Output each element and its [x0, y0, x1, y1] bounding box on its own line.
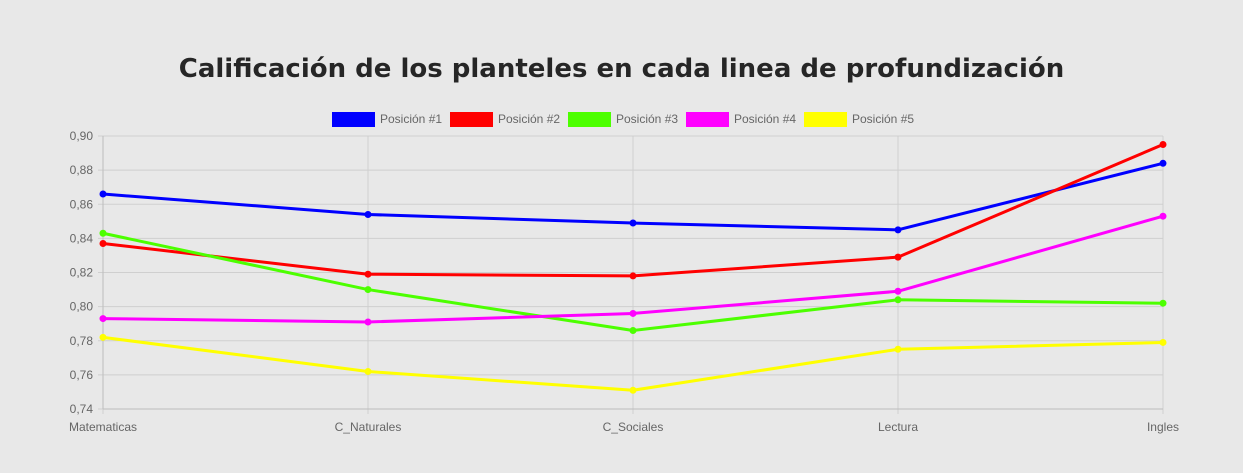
data-point[interactable] [364, 367, 372, 375]
data-point[interactable] [1159, 159, 1167, 167]
data-point[interactable] [629, 309, 637, 317]
x-tick-label: Ingles [1147, 420, 1179, 434]
y-tick-label: 0,88 [70, 163, 94, 177]
series-4 [99, 212, 1167, 326]
legend[interactable]: Posición #1 Posición #2 Posición #3 Posició… [332, 112, 914, 127]
legend-label: Posición #1 [380, 112, 442, 126]
data-point[interactable] [99, 315, 107, 323]
legend-label: Posición #4 [734, 112, 796, 126]
data-point[interactable] [894, 253, 902, 261]
legend-swatch [804, 112, 847, 127]
series-3 [99, 229, 1167, 335]
data-point[interactable] [1159, 338, 1167, 346]
data-point[interactable] [894, 345, 902, 353]
legend-item[interactable]: Posición #3 [568, 112, 678, 127]
x-tick-label: Lectura [878, 420, 918, 434]
legend-item[interactable]: Posición #1 [332, 112, 442, 127]
data-point[interactable] [1159, 212, 1167, 220]
data-point[interactable] [894, 296, 902, 304]
y-tick-label: 0,80 [70, 300, 94, 314]
legend-label: Posición #3 [616, 112, 678, 126]
data-point[interactable] [364, 210, 372, 218]
y-tick-label: 0,82 [70, 266, 94, 280]
legend-label: Posición #2 [498, 112, 560, 126]
data-point[interactable] [99, 239, 107, 247]
y-tick-label: 0,86 [70, 197, 94, 211]
legend-swatch [686, 112, 729, 127]
series-1 [99, 159, 1167, 234]
data-point[interactable] [629, 386, 637, 394]
data-point[interactable] [364, 318, 372, 326]
legend-item[interactable]: Posición #5 [804, 112, 914, 127]
y-tick-label: 0,84 [70, 231, 94, 245]
series-group [99, 141, 1167, 394]
series-5 [99, 333, 1167, 394]
y-tick-label: 0,90 [70, 129, 94, 143]
data-point[interactable] [364, 286, 372, 294]
data-point[interactable] [629, 327, 637, 335]
y-tick-label: 0,76 [70, 368, 94, 382]
series-2 [99, 141, 1167, 280]
legend-swatch [568, 112, 611, 127]
data-point[interactable] [1159, 299, 1167, 307]
y-tick-label: 0,74 [70, 402, 94, 416]
x-tick-label: C_Naturales [335, 420, 402, 434]
x-axis-ticks: Matematicas C_Naturales C_Sociales Lectura I… [69, 420, 1179, 434]
data-point[interactable] [99, 229, 107, 237]
legend-item[interactable]: Posición #4 [686, 112, 796, 127]
data-point[interactable] [629, 272, 637, 280]
y-tick-label: 0,78 [70, 334, 94, 348]
data-point[interactable] [99, 333, 107, 341]
chart-title: Calificación de los planteles en cada li… [178, 54, 1065, 84]
y-axis-ticks: 0,90 0,88 0,86 0,84 0,82 0,80 0,78 0,76 0,74 [70, 129, 94, 416]
data-point[interactable] [894, 226, 902, 234]
legend-swatch [450, 112, 493, 127]
data-point[interactable] [99, 190, 107, 198]
data-point[interactable] [894, 287, 902, 295]
axes [102, 136, 1163, 410]
x-tick-label: Matematicas [69, 420, 137, 434]
data-point[interactable] [1159, 141, 1167, 149]
data-point[interactable] [364, 270, 372, 278]
x-tick-label: C_Sociales [603, 420, 664, 434]
data-point[interactable] [629, 219, 637, 227]
legend-item[interactable]: Posición #2 [450, 112, 560, 127]
legend-swatch [332, 112, 375, 127]
legend-label: Posición #5 [852, 112, 914, 126]
